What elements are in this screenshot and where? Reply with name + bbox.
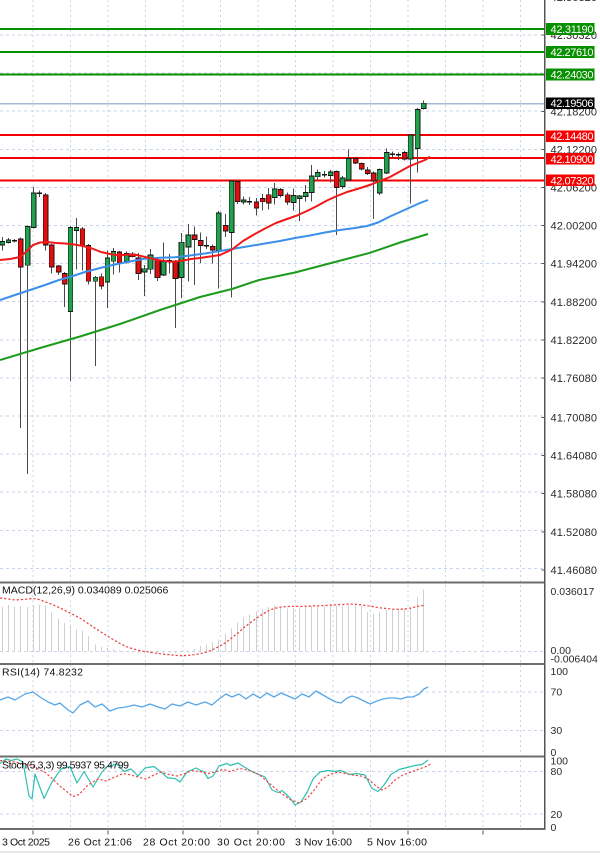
- svg-text:30 Oct 20:00: 30 Oct 20:00: [217, 837, 285, 849]
- svg-text:80: 80: [551, 766, 563, 778]
- svg-text:0.036017: 0.036017: [551, 586, 595, 598]
- svg-text:42.27610: 42.27610: [551, 47, 594, 59]
- svg-text:42.18200: 42.18200: [551, 106, 598, 118]
- svg-text:0.00: 0.00: [551, 645, 572, 657]
- svg-text:MACD(12,26,9) 0.034089 0.02506: MACD(12,26,9) 0.034089 0.025066: [2, 585, 169, 597]
- svg-text:42.36320: 42.36320: [551, 0, 598, 4]
- svg-text:41.46080: 41.46080: [551, 565, 598, 577]
- svg-text:0: 0: [551, 747, 557, 759]
- svg-text:-0.006404: -0.006404: [551, 654, 598, 666]
- svg-text:5 Nov 16:00: 5 Nov 16:00: [367, 837, 427, 849]
- svg-text:30: 30: [551, 725, 563, 737]
- svg-text:41.88200: 41.88200: [551, 297, 598, 309]
- svg-text:3 Oct 2025: 3 Oct 2025: [2, 837, 50, 849]
- svg-text:41.52080: 41.52080: [551, 527, 598, 539]
- svg-text:41.70080: 41.70080: [551, 413, 598, 425]
- svg-text:42.31190: 42.31190: [551, 24, 594, 36]
- svg-text:42.00200: 42.00200: [551, 221, 598, 233]
- svg-text:RSI(14) 74.8232: RSI(14) 74.8232: [2, 667, 83, 679]
- svg-text:42.10900: 42.10900: [551, 154, 594, 166]
- svg-text:41.64080: 41.64080: [551, 451, 598, 463]
- svg-text:0: 0: [551, 822, 557, 834]
- svg-text:100: 100: [551, 755, 569, 767]
- svg-text:41.58080: 41.58080: [551, 489, 598, 501]
- svg-text:42.14480: 42.14480: [551, 131, 594, 143]
- svg-text:42.24030: 42.24030: [551, 70, 594, 82]
- svg-text:41.76080: 41.76080: [551, 373, 598, 385]
- svg-text:41.82200: 41.82200: [551, 335, 598, 347]
- svg-text:70: 70: [551, 687, 563, 699]
- svg-text:42.19506: 42.19506: [551, 98, 594, 110]
- svg-text:28 Oct 20:00: 28 Oct 20:00: [143, 837, 210, 849]
- svg-text:26 Oct 21:06: 26 Oct 21:06: [68, 837, 132, 849]
- svg-text:42.07320: 42.07320: [551, 175, 594, 187]
- svg-text:41.94200: 41.94200: [551, 259, 598, 271]
- svg-text:100: 100: [551, 666, 569, 678]
- svg-text:3 Nov 16:00: 3 Nov 16:00: [295, 837, 352, 849]
- svg-text:Stoch(5,3,3) 99.5937 95.4799: Stoch(5,3,3) 99.5937 95.4799: [2, 760, 129, 772]
- svg-text:20: 20: [551, 809, 563, 821]
